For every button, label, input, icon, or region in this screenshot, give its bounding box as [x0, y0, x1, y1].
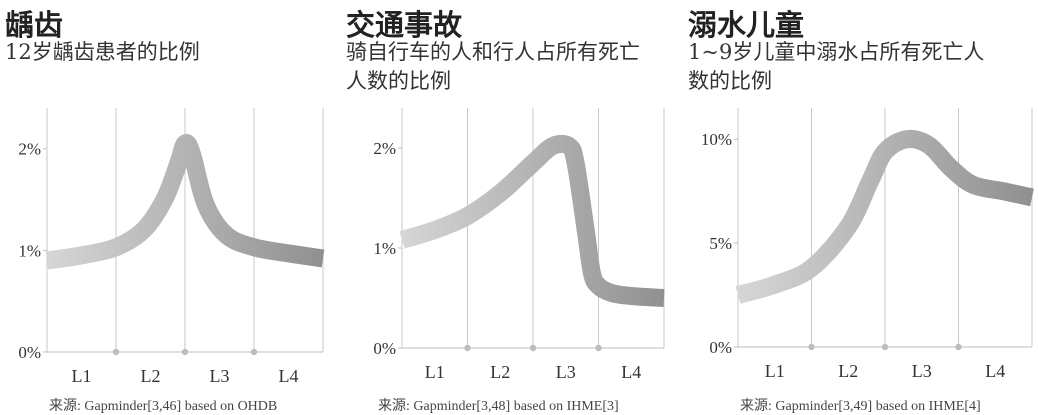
chart-panel-drowning: 溺水儿童 1~9岁儿童中溺水占所有死亡人数的比例 0% 5% 10% L1 L2 L3 L4…: [688, 0, 1034, 415]
y-tick-label: 0%: [373, 339, 396, 358]
x-tick-label: L3: [912, 361, 932, 381]
y-tick-label: 2%: [18, 140, 41, 159]
chart-subtitle: 1~9岁儿童中溺水占所有死亡人数的比例: [688, 40, 985, 93]
x-tick-label: L1: [72, 366, 92, 386]
series-line: [399, 134, 665, 307]
level-divider-dot: [529, 344, 537, 352]
x-tick-label: L3: [556, 362, 576, 382]
level-divider-dot: [808, 343, 815, 351]
level-divider-dot: [955, 343, 962, 351]
y-tick-label: 0%: [18, 343, 41, 362]
level-divider-dot: [181, 348, 189, 356]
chart-subtitle: 骑自行车的人和行人占所有死亡人数的比例: [346, 40, 640, 93]
chart-plot: 0% 1% 2% L1 L2 L3 L4: [373, 108, 665, 382]
level-divider-dot: [464, 344, 471, 352]
x-tick-label: L4: [985, 361, 1005, 381]
y-tick-label: 10%: [701, 130, 732, 149]
source-note: 来源: Gapminder[3,48] based on IHME[3]: [378, 399, 619, 414]
source-note: 来源: Gapminder[3,46] based on OHDB: [49, 399, 278, 414]
chart-title: 龋齿: [5, 8, 64, 42]
chart-panel-traffic: 交通事故 骑自行车的人和行人占所有死亡人数的比例 0% 1% 2% L1 L2 L3 L4 …: [346, 0, 692, 415]
x-tick-label: L3: [210, 366, 230, 386]
chart-panel-caries: 龋齿 12岁龋齿患者的比例 0% 1% 2% L1 L2 L3 L4 来源: Gapmind…: [5, 0, 351, 415]
x-tick-label: L1: [765, 361, 785, 381]
series-line: [45, 134, 325, 270]
y-tick-label: 0%: [709, 338, 732, 357]
y-tick-label: 1%: [18, 241, 41, 260]
level-divider-dot: [595, 344, 602, 352]
level-divider-dot: [112, 348, 120, 356]
chart-title: 交通事故: [346, 8, 463, 42]
series-line: [735, 129, 1034, 304]
chart-plot: 0% 1% 2% L1 L2 L3 L4: [18, 108, 325, 386]
y-tick-label: 5%: [709, 234, 732, 253]
x-tick-label: L2: [490, 362, 510, 382]
chart-title: 溺水儿童: [688, 8, 805, 42]
x-tick-label: L2: [838, 361, 858, 381]
chart-subtitle: 12岁龋齿患者的比例: [5, 40, 200, 64]
y-tick-label: 1%: [373, 239, 396, 258]
x-tick-label: L1: [425, 362, 445, 382]
y-tick-label: 2%: [373, 139, 396, 158]
level-divider-dot: [250, 348, 258, 356]
source-note: 来源: Gapminder[3,49] based on IHME[4]: [740, 399, 981, 414]
x-tick-label: L2: [141, 366, 161, 386]
level-divider-dot: [881, 343, 889, 351]
x-tick-label: L4: [621, 362, 641, 382]
chart-plot: 0% 5% 10% L1 L2 L3 L4: [701, 108, 1034, 381]
x-tick-label: L4: [279, 366, 299, 386]
